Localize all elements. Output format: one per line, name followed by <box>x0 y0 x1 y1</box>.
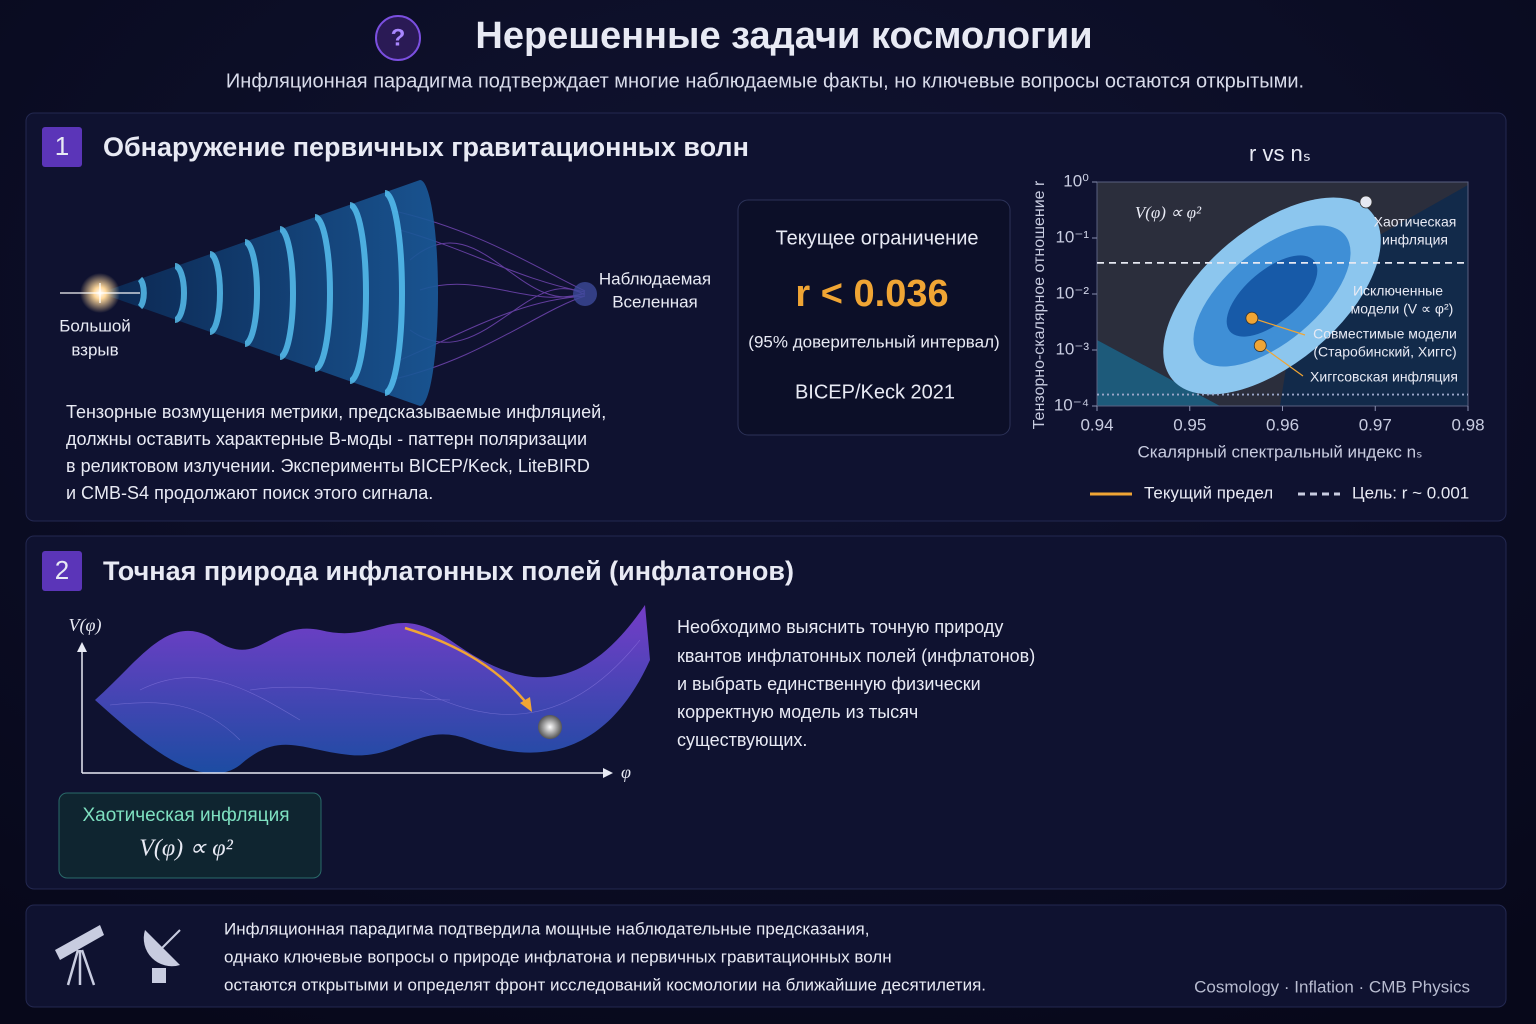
footer-text: однако ключевые вопросы о природе инфлат… <box>224 947 892 966</box>
footer-text: остаются открытыми и определят фронт исс… <box>224 975 986 994</box>
legend-label: Цель: r ~ 0.001 <box>1352 483 1469 502</box>
x-tick-label: 0.97 <box>1359 415 1392 434</box>
chart-title: r vs nₛ <box>1249 141 1311 166</box>
x-tick-label: 0.94 <box>1080 415 1113 434</box>
annotation: модели (V ∝ φ²) <box>1351 301 1454 317</box>
chart: r vs nₛ Тензорно-скалярное отношение r С… <box>1031 141 1484 503</box>
model-box <box>58 792 322 879</box>
annotation: Совместимые модели <box>1313 326 1457 342</box>
constraint-heading: Текущее ограничение <box>776 227 979 249</box>
annotation: Хиггсовская инфляция <box>1310 369 1458 385</box>
body-text: квантов инфлатонных полей (инфлатонов) <box>677 646 1035 666</box>
annotation: V(φ) ∝ φ² <box>1135 203 1202 222</box>
footer-text: Инфляционная парадигма подтвердила мощны… <box>224 919 869 938</box>
annotation: Исключенные <box>1353 283 1443 299</box>
constraint-source: BICEP/Keck 2021 <box>795 381 955 403</box>
body-text: в реликтовом излучении. Эксперименты BIC… <box>66 456 590 476</box>
section-title: Точная природа инфлатонных полей (инфлат… <box>103 556 794 586</box>
wave-illustration <box>60 180 597 406</box>
panel <box>25 904 1507 1008</box>
annotation: (Старобинский, Хиггс) <box>1313 344 1456 360</box>
footer-tags: Cosmology · Inflation · CMB Physics <box>1194 977 1470 996</box>
y-tick-label: 10⁻³ <box>1055 339 1089 358</box>
constraint-box <box>737 199 1011 436</box>
badge <box>42 127 82 167</box>
y-tick-label: 10⁻⁴ <box>1054 395 1089 414</box>
axis-label: φ <box>621 762 631 782</box>
dish-icon <box>143 929 181 983</box>
illustration-label: Вселенная <box>612 292 698 311</box>
point <box>1245 311 1259 325</box>
y-tick-label: 10⁻¹ <box>1055 227 1089 246</box>
subtitle: Инфляционная парадигма подтверждает мног… <box>226 70 1304 92</box>
axis-label: V(φ) <box>69 615 102 636</box>
annotation: Хаотическая <box>1374 214 1457 230</box>
title: Нерешенные задачи космологии <box>475 15 1092 57</box>
point <box>1359 195 1373 209</box>
constraint-value: r < 0.036 <box>795 273 948 315</box>
illustration-label: Большой <box>59 316 131 335</box>
badge <box>42 551 82 591</box>
illustration-label: взрыв <box>71 340 118 359</box>
body-text: и выбрать единственную физически <box>677 674 981 694</box>
badge-number: 1 <box>55 131 69 161</box>
badge-number: 2 <box>55 555 69 585</box>
illustration-label: Наблюдаемая <box>599 269 711 288</box>
section-title: Обнаружение первичных гравитационных вол… <box>103 132 749 162</box>
model-heading: Хаотическая инфляция <box>82 805 289 826</box>
x-axis-title: Скалярный спектральный индекс nₛ <box>1138 442 1423 461</box>
x-tick-label: 0.95 <box>1173 415 1206 434</box>
body-text: Необходимо выяснить точную природу <box>677 617 1003 637</box>
body-text: корректную модель из тысяч <box>677 702 918 722</box>
body-text: должны оставить характерные B-моды - пат… <box>66 429 587 449</box>
body-text: Тензорные возмущения метрики, предсказыв… <box>66 402 606 422</box>
annotation: инфляция <box>1382 232 1448 248</box>
x-tick-label: 0.98 <box>1451 415 1484 434</box>
potential-illustration <box>77 605 650 778</box>
x-tick-label: 0.96 <box>1266 415 1299 434</box>
model-formula: V(φ) ∝ φ² <box>139 836 233 862</box>
y-tick-label: 10⁻² <box>1055 283 1089 302</box>
constraint-note: (95% доверительный интервал) <box>748 332 999 351</box>
legend-label: Текущий предел <box>1144 483 1273 502</box>
leader-line <box>1251 317 1306 377</box>
y-tick-label: 10⁰ <box>1063 171 1089 190</box>
body-text: существующих. <box>677 730 807 750</box>
body-text: и CMB-S4 продолжают поиск этого сигнала. <box>66 483 433 503</box>
header-icon: ? <box>391 24 406 51</box>
telescope-icon <box>55 925 104 986</box>
header-icon-bg <box>375 15 421 61</box>
y-axis-title: Тензорно-скалярное отношение r <box>1031 180 1048 429</box>
point <box>1253 339 1267 352</box>
